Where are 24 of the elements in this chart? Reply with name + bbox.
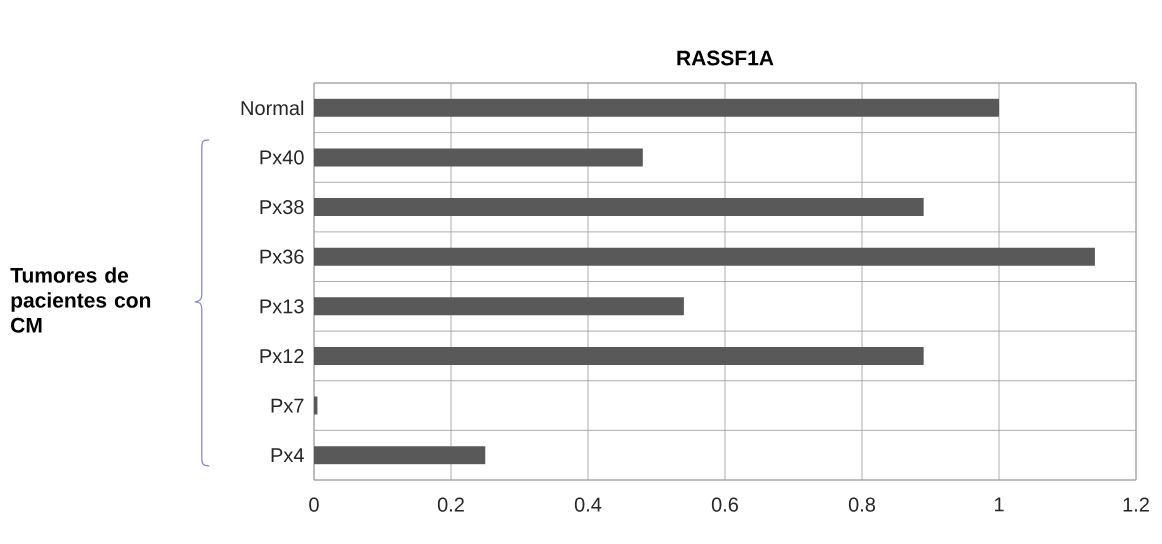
bar [314,98,1000,117]
y-tick-label: Px36 [260,249,304,264]
y-tick-label: Px7 [271,398,304,413]
bar [314,247,1095,266]
y-tick-label: Px13 [260,299,304,314]
bar [314,346,924,365]
bar [314,446,486,465]
x-tick-label: 0.6 [711,497,739,512]
y-tick-label: Px4 [271,448,304,463]
x-tick-label: 0.2 [437,497,464,512]
y-tick-label: Px40 [260,150,304,165]
y-tick-label: Normal [241,100,304,116]
x-tick-label: 1 [994,497,1004,512]
y-tick-label: Px38 [260,199,304,215]
text: Tumores de pacientes con CM [10,267,151,333]
bar [314,148,643,167]
x-tick-label: 1.2 [1123,497,1149,512]
y-tick-label: Px12 [260,348,304,363]
x-tick-label: 0 [309,497,319,512]
chart-title: RASSF1A [677,50,774,66]
bar [314,198,924,217]
x-tick-label: 0.4 [574,497,602,512]
x-tick-label: 0.8 [848,497,876,512]
bar [314,297,684,316]
